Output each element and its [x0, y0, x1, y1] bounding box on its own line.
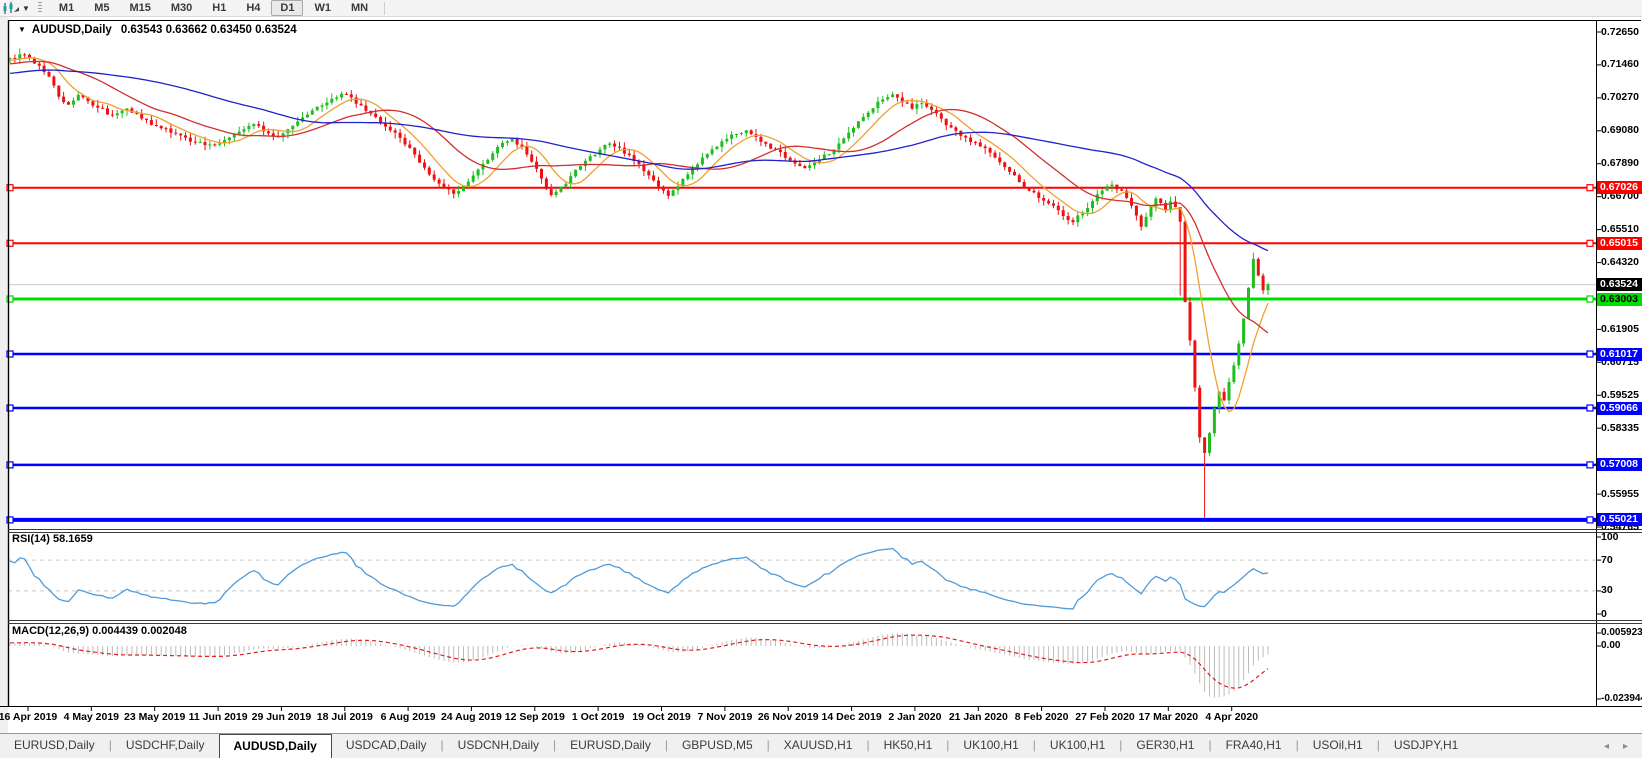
chart-tab-usdchf-daily[interactable]: USDCHF,Daily: [125, 738, 205, 752]
tab-separator: |: [766, 738, 770, 752]
chart-tab-usoil-h1[interactable]: USOil,H1: [1312, 738, 1363, 752]
chart-tab-usdjpy-h1[interactable]: USDJPY,H1: [1393, 738, 1459, 752]
tab-separator: |: [1376, 738, 1380, 752]
timeframe-button-m30[interactable]: M30: [170, 2, 193, 14]
chart-tab-fra40-h1[interactable]: FRA40,H1: [1225, 738, 1282, 752]
candlesticks: [8, 48, 1270, 518]
chart-tab-xauusd-h1[interactable]: XAUUSD,H1: [783, 738, 853, 752]
toolbar-grip[interactable]: [37, 2, 42, 14]
tab-separator: |: [866, 738, 870, 752]
timeframe-button-h1[interactable]: H1: [212, 2, 227, 14]
macd-signal-line: [10, 634, 1269, 689]
tab-separator: |: [1119, 738, 1123, 752]
horizontal-price-lines[interactable]: [6, 184, 1596, 524]
tab-separator: |: [664, 738, 668, 752]
panel-frames: [0, 20, 1642, 707]
symbol-tab-bar: EURUSD,Daily | USDCHF,Daily AUDUSD,Daily USD…: [0, 733, 1642, 758]
timeframe-button-h4[interactable]: H4: [246, 2, 261, 14]
toolbar-separator: [384, 1, 386, 15]
tab-separator: |: [946, 738, 950, 752]
candlestick-chart-icon[interactable]: [2, 1, 20, 15]
chart-tab-eurusd-daily[interactable]: EURUSD,Daily: [14, 738, 95, 752]
chart-tab-hk50-h1[interactable]: HK50,H1: [883, 738, 933, 752]
right-arrow-icon[interactable]: ▸: [1622, 740, 1628, 752]
timeframe-button-mn[interactable]: MN: [350, 2, 369, 14]
top-toolbar: ▼ M1 M5 M15 M30 H1 H4 D1 W1 MN: [0, 0, 1642, 17]
chart-tab-usdcad-daily[interactable]: USDCAD,Daily: [345, 738, 427, 752]
timeframe-button-m15[interactable]: M15: [129, 2, 151, 14]
chart-tab-uk100-h1[interactable]: UK100,H1: [963, 738, 1019, 752]
chart-tab-ger30-h1[interactable]: GER30,H1: [1136, 738, 1195, 752]
moving-average-lines: [9, 57, 1269, 413]
tab-separator: |: [553, 738, 557, 752]
timeframe-button-d1[interactable]: D1: [271, 0, 304, 16]
chart-background: [0, 17, 1642, 733]
timeframe-button-m1[interactable]: M1: [58, 2, 75, 14]
timeframe-button-m5[interactable]: M5: [94, 2, 110, 14]
tab-separator: |: [1032, 738, 1036, 752]
chart-tab-usdcnh-daily[interactable]: USDCNH,Daily: [457, 738, 540, 752]
tab-separator: |: [1295, 738, 1299, 752]
chart-tab-uk100-h1[interactable]: UK100,H1: [1049, 738, 1106, 752]
timeframe-toolbar: M1 M5 M15 M30 H1 H4 D1 W1 MN: [49, 0, 378, 17]
chart-tab-eurusd-daily[interactable]: EURUSD,Daily: [570, 738, 651, 752]
timeframe-button-w1[interactable]: W1: [314, 2, 331, 14]
chevron-down-icon[interactable]: ▼: [22, 3, 30, 13]
left-arrow-icon[interactable]: ◂: [1603, 740, 1609, 752]
window-left-gutter: [0, 17, 8, 733]
rsi-level-lines: [8, 559, 1596, 592]
chart-tab-gbpusd-m5[interactable]: GBPUSD,M5: [681, 738, 753, 752]
macd-histogram: [9, 633, 1269, 698]
tab-separator: |: [440, 738, 444, 752]
chart-canvas[interactable]: [0, 17, 1642, 733]
chart-tab-audusd-daily[interactable]: AUDUSD,Daily: [218, 734, 332, 758]
tab-separator: |: [1208, 738, 1212, 752]
tab-separator: |: [108, 738, 112, 752]
rsi-line: [9, 547, 1269, 610]
